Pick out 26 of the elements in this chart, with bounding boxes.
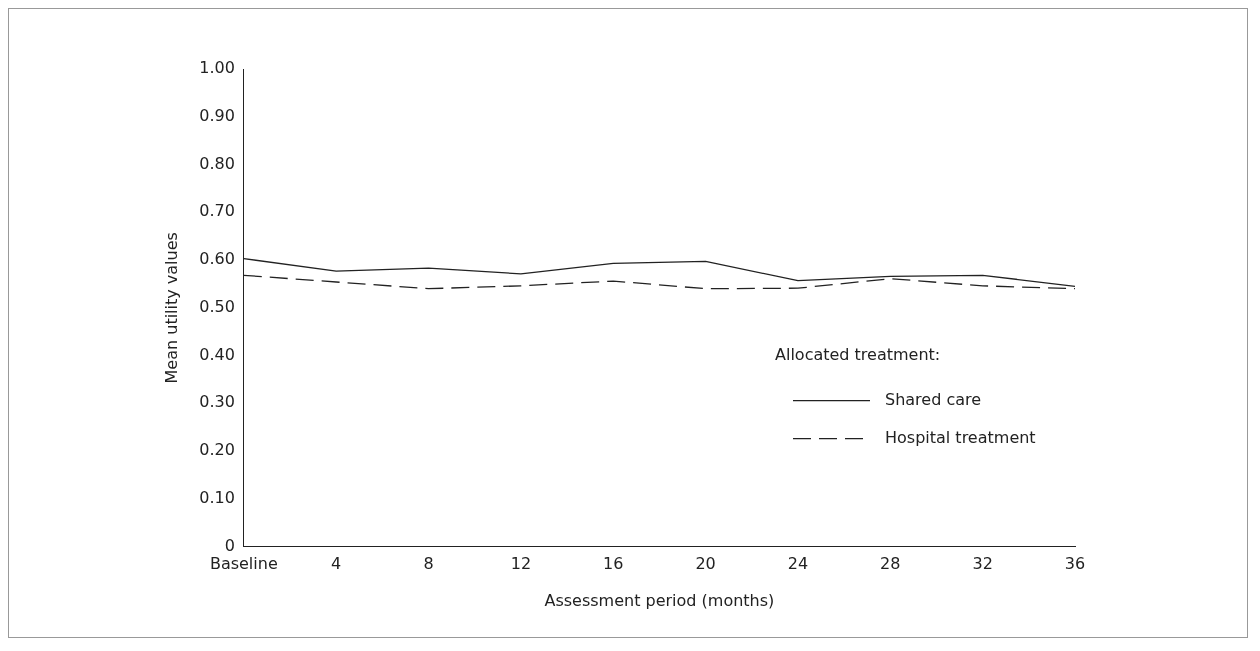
y-tick-label: 0.40 (199, 344, 235, 364)
y-tick-label: 0 (224, 535, 235, 555)
y-tick-label: 0.10 (199, 488, 235, 507)
x-tick-label: 4 (331, 554, 342, 574)
y-tick-label: 1.00 (199, 58, 235, 78)
x-tick-label: 28 (880, 554, 901, 574)
y-tick-label: 0.50 (199, 296, 235, 316)
x-tick-label: Baseline (209, 554, 278, 574)
y-tick-label: 0.60 (199, 249, 235, 269)
y-tick-label: 0.20 (199, 440, 235, 460)
x-tick-label: 16 (603, 554, 624, 574)
x-tick-label: 32 (972, 554, 993, 574)
x-axis-title: Assessment period (months) (544, 590, 775, 610)
y-tick-label: 0.70 (199, 201, 235, 221)
y-tick-label: 0.90 (199, 105, 235, 125)
y-tick-label: 0.30 (199, 392, 235, 412)
x-tick-label: 8 (423, 554, 434, 574)
x-tick-label: 24 (787, 554, 809, 574)
x-tick-label: 12 (510, 554, 532, 574)
y-tick-label: 0.80 (199, 153, 235, 173)
legend-label: Shared care (885, 389, 982, 409)
legend-title: Allocated treatment: (775, 344, 941, 364)
x-tick-label: 36 (1064, 554, 1086, 574)
x-tick-label: 20 (695, 554, 716, 574)
legend-label: Hospital treatment (885, 427, 1036, 447)
y-axis-title: Mean utility values (161, 232, 181, 384)
